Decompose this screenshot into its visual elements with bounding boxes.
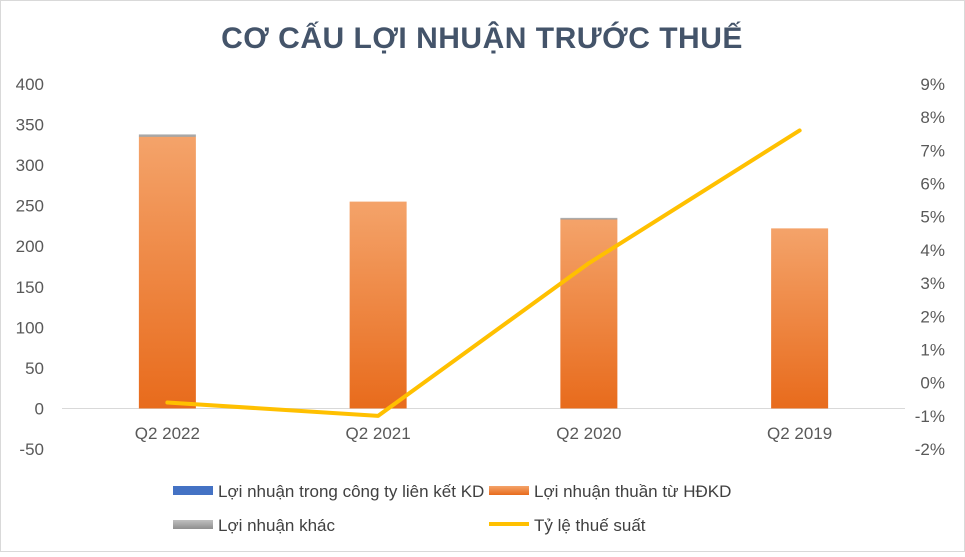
y2-tick-label: 4%	[920, 241, 945, 260]
y2-tick-label: 2%	[920, 307, 945, 326]
x-axis-categories: Q2 2022 Q2 2021 Q2 2020 Q2 2019	[135, 424, 832, 443]
legend-label: Lợi nhuận thuần từ HĐKD	[534, 482, 731, 501]
y2-tick-label: -1%	[915, 407, 945, 426]
y2-tick-label: 8%	[920, 108, 945, 127]
legend-swatch	[173, 486, 213, 495]
legend-label: Lợi nhuận khác	[218, 516, 336, 535]
bar-1-1	[349, 201, 407, 409]
y2-tick-label: 0%	[920, 374, 945, 393]
x-category-label: Q2 2020	[556, 424, 621, 443]
bar-2-0	[138, 134, 196, 137]
bar-1-0	[138, 136, 196, 409]
bar-1-3	[771, 228, 829, 409]
y-tick-label: 250	[16, 197, 44, 216]
y2-tick-label: 9%	[920, 75, 945, 94]
legend-label: Lợi nhuận trong công ty liên kết KD	[218, 482, 484, 501]
legend-swatch	[489, 486, 529, 495]
y-tick-label: 400	[16, 75, 44, 94]
y-tick-label: -50	[19, 440, 44, 459]
y-tick-label: 200	[16, 237, 44, 256]
y2-tick-label: 7%	[920, 141, 945, 160]
bar-1-2	[560, 219, 618, 409]
tax-rate-line	[165, 128, 802, 418]
y-tick-label: 300	[16, 156, 44, 175]
y2-tick-label: -2%	[915, 440, 945, 459]
bars	[138, 134, 829, 409]
y2-tick-label: 5%	[920, 208, 945, 227]
y2-tick-label: 6%	[920, 175, 945, 194]
y-tick-label: 350	[16, 116, 44, 135]
x-category-label: Q2 2019	[767, 424, 832, 443]
y-tick-label: 100	[16, 318, 44, 337]
y-tick-label: 50	[25, 359, 44, 378]
legend-swatch	[173, 520, 213, 529]
legend-label: Tỷ lệ thuế suất	[534, 516, 646, 535]
legend: Lợi nhuận trong công ty liên kết KD Lợi n…	[173, 482, 731, 535]
y-tick-label: 0	[35, 399, 44, 418]
y-axis-left: 400 350 300 250 200 150 100 50 0 -50	[16, 75, 44, 459]
bar-2-2	[560, 217, 618, 220]
x-category-label: Q2 2021	[346, 424, 411, 443]
y2-tick-label: 1%	[920, 340, 945, 359]
y-axis-right: 9% 8% 7% 6% 5% 4% 3% 2% 1% 0% -1% -2%	[915, 75, 945, 459]
chart-title: CƠ CẤU LỢI NHUẬN TRƯỚC THUẾ	[221, 21, 743, 55]
tax-rate-line-group	[165, 128, 802, 418]
y2-tick-label: 3%	[920, 274, 945, 293]
x-category-label: Q2 2022	[135, 424, 200, 443]
y-tick-label: 150	[16, 278, 44, 297]
